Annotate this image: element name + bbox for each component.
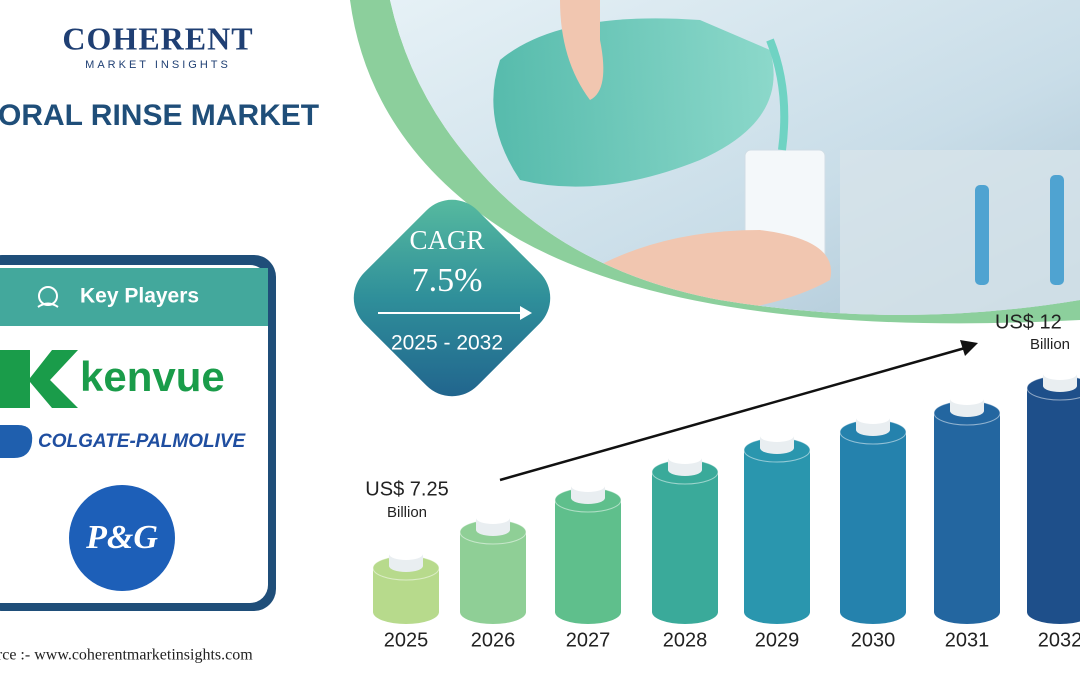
cap-top: [476, 512, 510, 524]
year: 2026: [471, 629, 516, 651]
icon: [38, 286, 58, 306]
cagr-label: CAGR: [409, 225, 484, 255]
cap-top: [1043, 368, 1077, 380]
brand: COHERENT: [62, 20, 253, 56]
cylinder: [555, 500, 621, 624]
player: COLGATE-PALMOLIVE: [38, 431, 247, 452]
pg-mark: [69, 485, 175, 591]
cap-top: [856, 412, 890, 424]
kenvue-mark: [0, 350, 78, 408]
colgate-mark: [0, 425, 33, 458]
start-value: US$ 7.25: [365, 478, 448, 500]
cylinders: 2025 2026 2027 2028 2029 2030 2031 2032: [372, 368, 1080, 651]
player: P&G: [85, 519, 158, 556]
cagr-badge: [353, 199, 551, 397]
cagr-arrow: [520, 306, 532, 320]
cylinder: [1027, 388, 1080, 624]
end-value: US$ 12: [995, 311, 1062, 333]
cap-top: [668, 452, 702, 464]
year: 2030: [851, 629, 896, 651]
cap-top: [571, 480, 605, 492]
photo-border: [350, 0, 1080, 324]
cap-top: [389, 548, 423, 560]
end-unit: Billion: [1030, 336, 1070, 353]
cylinder: [373, 568, 439, 624]
cap-top: [950, 393, 984, 405]
cagr-period: 2025 - 2032: [391, 332, 503, 355]
cylinder: [744, 450, 810, 624]
cagr-value: 7.5%: [412, 262, 483, 299]
year: 2031: [945, 629, 990, 651]
year: 2025: [384, 629, 429, 651]
start-unit: Billion: [387, 504, 427, 521]
year: 2028: [663, 629, 708, 651]
footer: Source :- www.coherentmarketinsights.com: [0, 647, 253, 664]
panel-header: [0, 268, 268, 326]
panel: [0, 265, 268, 603]
growth-arrow: [499, 346, 966, 482]
year: 2027: [566, 629, 611, 651]
cap-top: [760, 430, 794, 442]
growth-arrow: [960, 340, 978, 356]
title: ORAL RINSE MARKET: [0, 99, 319, 132]
cylinder: [840, 432, 906, 624]
icon: [37, 302, 59, 308]
cylinder: [934, 413, 1000, 624]
cylinder: [460, 532, 526, 624]
cylinder: [652, 472, 718, 624]
tagline: MARKET INSIGHTS: [85, 59, 231, 71]
player: kenvue: [80, 353, 225, 400]
year: 2029: [755, 629, 800, 651]
panel-heading: Key Players: [80, 285, 199, 308]
year: 2032: [1038, 629, 1080, 651]
